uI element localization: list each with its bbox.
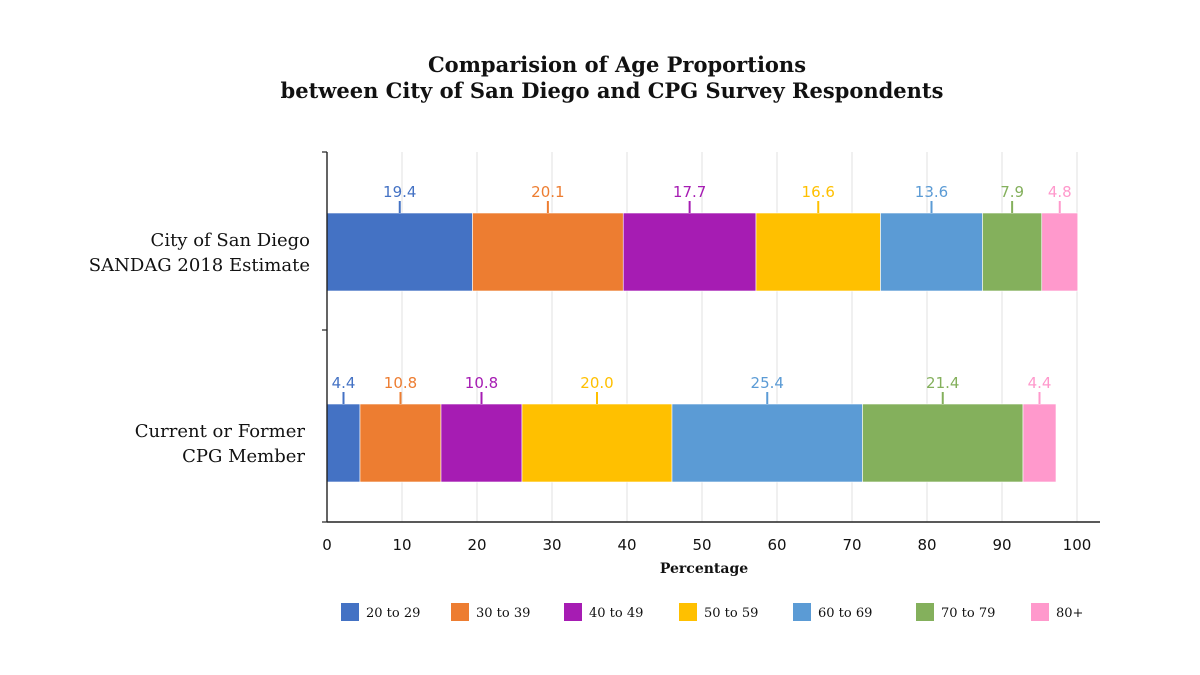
legend-item-1: 20 to 29	[341, 603, 420, 621]
bar-2-series-4	[521, 403, 673, 483]
bar-1-series-2	[472, 212, 624, 292]
legend-label-1: 20 to 29	[366, 606, 420, 621]
axes	[322, 151, 1100, 523]
category-label-2-line-2: CPG Member	[182, 446, 305, 467]
legend-label-2: 30 to 39	[476, 606, 530, 621]
value-label-2-series-5: 25.4	[751, 374, 784, 392]
bar-2-series-5	[671, 403, 863, 483]
value-label-1-series-5: 13.6	[915, 183, 948, 201]
legend-item-3: 40 to 49	[564, 603, 643, 621]
legend-label-3: 40 to 49	[589, 606, 643, 621]
legend-label-5: 60 to 69	[818, 606, 872, 621]
legend-item-2: 30 to 39	[451, 603, 530, 621]
value-label-1-series-4: 16.6	[802, 183, 835, 201]
value-label-1-series-7: 4.8	[1048, 183, 1072, 201]
x-axis-label: Percentage	[660, 561, 748, 577]
bar-1-series-7	[1041, 212, 1079, 292]
legend-label-6: 70 to 79	[941, 606, 995, 621]
value-label-2-series-6: 21.4	[926, 374, 959, 392]
legend-item-5: 60 to 69	[793, 603, 872, 621]
category-label-1-line-1: City of San Diego	[151, 230, 310, 251]
bar-1-series-1	[326, 212, 473, 292]
chart-title-line-1: Comparision of Age Proportions	[428, 52, 806, 77]
value-label-1-series-2: 20.1	[531, 183, 564, 201]
legend-swatch-7	[1031, 603, 1049, 621]
x-tick-label-30: 30	[542, 536, 561, 554]
legend-swatch-2	[451, 603, 469, 621]
category-label-2-line-1: Current or Former	[135, 421, 306, 442]
bar-1-series-6	[982, 212, 1043, 292]
x-tick-label-50: 50	[692, 536, 711, 554]
legend-swatch-1	[341, 603, 359, 621]
bar-2-series-7	[1022, 403, 1057, 483]
bar-1-series-5	[880, 212, 983, 292]
bar-1-series-4	[755, 212, 881, 292]
legend: 20 to 29 30 to 39 40 to 49 50 to 59 60 to 69…	[341, 603, 1083, 621]
value-label-1-series-1: 19.4	[383, 183, 416, 201]
value-label-2-series-3: 10.8	[465, 374, 498, 392]
x-tick-label-10: 10	[392, 536, 411, 554]
value-label-2-series-4: 20.0	[580, 374, 613, 392]
value-label-2-series-7: 4.4	[1028, 374, 1052, 392]
chart-title: Comparision of Age Proportions between C…	[281, 52, 944, 103]
value-label-2-series-2: 10.8	[384, 374, 417, 392]
x-tick-label-80: 80	[917, 536, 936, 554]
bar-2-series-2	[359, 403, 442, 483]
legend-swatch-6	[916, 603, 934, 621]
legend-item-7: 80+	[1031, 603, 1083, 621]
chart-title-line-2: between City of San Diego and CPG Survey…	[281, 78, 944, 103]
legend-item-4: 50 to 59	[679, 603, 758, 621]
x-tick-label-20: 20	[467, 536, 486, 554]
x-tick-labels: 0 10 20 30 40 50 60 70 80 90 100	[322, 536, 1091, 554]
x-tick-label-60: 60	[767, 536, 786, 554]
bars: 19.4 20.1 17.7 16.6 13.6 7.9 4.8 4.4 10.8 10.8 20.…	[326, 183, 1079, 483]
value-label-1-series-6: 7.9	[1000, 183, 1024, 201]
legend-label-4: 50 to 59	[704, 606, 758, 621]
legend-item-6: 70 to 79	[916, 603, 995, 621]
bar-2-series-6	[862, 403, 1024, 483]
bar-2-series-1	[326, 403, 361, 483]
value-label-1-series-3: 17.7	[673, 183, 706, 201]
value-label-2-series-1: 4.4	[332, 374, 356, 392]
x-tick-label-90: 90	[992, 536, 1011, 554]
bar-2-series-3	[440, 403, 523, 483]
legend-swatch-4	[679, 603, 697, 621]
category-label-1-line-2: SANDAG 2018 Estimate	[89, 255, 310, 276]
bar-1-series-3	[622, 212, 757, 292]
legend-swatch-5	[793, 603, 811, 621]
x-tick-label-40: 40	[617, 536, 636, 554]
category-labels: City of San Diego SANDAG 2018 Estimate Cur…	[89, 230, 310, 467]
x-tick-label-100: 100	[1063, 536, 1092, 554]
legend-swatch-3	[564, 603, 582, 621]
legend-label-7: 80+	[1056, 606, 1083, 621]
x-tick-label-0: 0	[322, 536, 332, 554]
x-tick-label-70: 70	[842, 536, 861, 554]
